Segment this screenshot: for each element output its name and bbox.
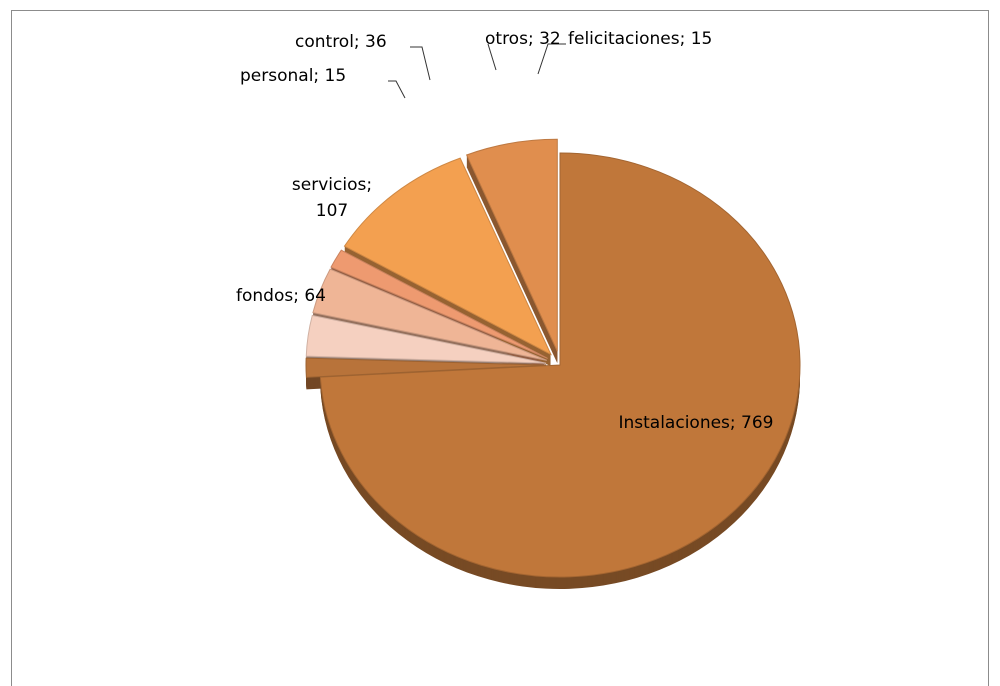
pie-slice-instalaciones	[319, 152, 801, 578]
data-label-1: felicitaciones; 15	[568, 29, 712, 49]
leader-line-1	[537, 43, 566, 75]
leader-line-2	[487, 43, 497, 71]
data-label-4: personal; 15	[240, 66, 346, 86]
leader-line-4	[388, 80, 406, 99]
data-label-6: fondos; 64	[236, 286, 326, 306]
pie-slice-felicitaciones	[305, 357, 547, 378]
data-label-3: control; 36	[295, 32, 387, 52]
data-label-0: Instalaciones; 769	[618, 413, 773, 433]
pie-slice-servicios	[343, 157, 552, 356]
pie-slice-otros	[305, 314, 547, 364]
pie-slice-fondos	[465, 138, 558, 352]
pie-slice-control	[312, 268, 547, 361]
leader-line-3	[410, 46, 431, 81]
data-label-2: otros; 32	[485, 29, 561, 49]
data-label-5: servicios; 107	[292, 175, 372, 221]
pie-slice-personal	[330, 249, 548, 359]
